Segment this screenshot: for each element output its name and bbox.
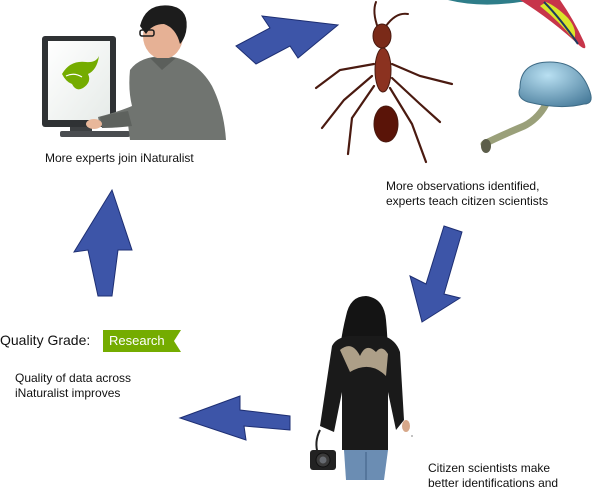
monitor-stand <box>70 127 92 133</box>
ant-illustration <box>314 1 454 164</box>
ant-abdomen <box>373 105 399 143</box>
mushroom-cap <box>518 61 592 108</box>
caption-citizen-scientists: Citizen scientists make better identific… <box>428 461 602 491</box>
computer-expert-illustration <box>42 5 226 140</box>
cycle-arrow-right <box>409 225 463 323</box>
camera-icon <box>310 450 336 470</box>
inaturalist-bird-logo <box>62 56 99 90</box>
caption-quality-line1: Quality of data across <box>15 371 132 385</box>
caption-quality-improves: Quality of data across iNaturalist impro… <box>15 371 131 401</box>
caption-experts-join: More experts join iNaturalist <box>45 151 194 165</box>
ant-head <box>372 23 392 49</box>
caption-identified-line2: experts teach citizen scientists <box>386 194 549 208</box>
cycle-diagram <box>42 0 592 480</box>
quality-grade-label: Quality Grade: <box>0 332 91 348</box>
caption-identified-line1: More observations identified, <box>386 179 540 193</box>
expert-hand <box>86 119 102 129</box>
ant-thorax <box>374 47 392 93</box>
caption-citizens-line2: better identifications and <box>428 476 559 490</box>
research-grade-badge: Research <box>103 330 181 352</box>
expert-arm <box>100 111 132 128</box>
expert-glasses <box>139 29 155 37</box>
mushroom-illustration <box>480 61 592 153</box>
expert-hair <box>140 5 187 44</box>
keyboard <box>60 131 130 137</box>
caption-quality-line2: iNaturalist improves <box>15 386 121 400</box>
cycle-arrow-left <box>73 188 133 297</box>
caption-citizens-line1: Citizen scientists make <box>428 461 551 475</box>
cycle-arrow-bottom <box>178 395 291 441</box>
expert-collar <box>150 58 176 70</box>
fish-illustration <box>448 0 586 49</box>
caption-observations-identified: More observations identified, experts te… <box>386 179 548 209</box>
citizen-scientist-illustration <box>310 296 410 480</box>
cycle-arrow-top <box>235 15 340 65</box>
mushroom-stem <box>480 96 552 148</box>
